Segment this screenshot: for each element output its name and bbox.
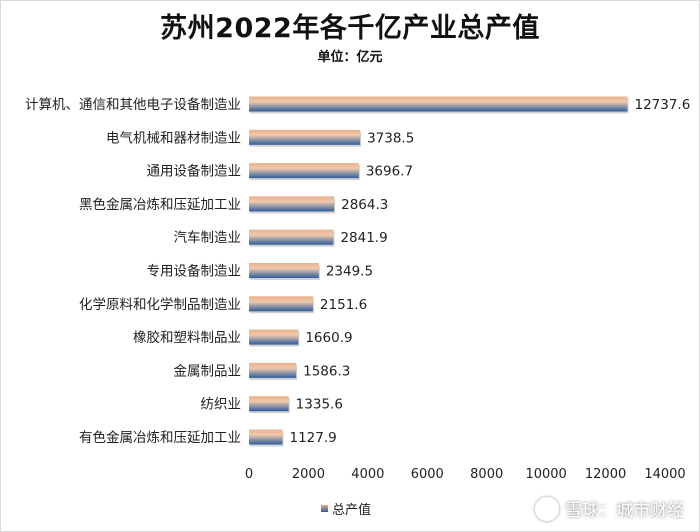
bar — [249, 196, 335, 212]
chart-title: 苏州2022年各千亿产业总产值 — [160, 13, 540, 44]
category-label: 电气机械和器材制造业 — [106, 130, 241, 146]
value-label: 3738.5 — [367, 130, 414, 146]
category-label: 通用设备制造业 — [147, 163, 242, 180]
x-tick-label: 6000 — [411, 467, 444, 482]
x-tick-label: 4000 — [351, 467, 384, 482]
category-label: 橡胶和塑料制品业 — [133, 329, 241, 346]
bar — [249, 163, 359, 179]
value-label: 3696.7 — [366, 164, 413, 180]
bar — [249, 96, 628, 112]
value-label: 2151.6 — [320, 297, 367, 313]
x-tick-label: 8000 — [470, 467, 503, 482]
x-tick-label: 14000 — [644, 467, 685, 482]
value-label: 1127.9 — [290, 430, 337, 446]
legend-label: 总产值 — [332, 503, 372, 518]
legend: 总产值 — [321, 499, 371, 518]
category-label: 金属制品业 — [174, 363, 242, 379]
snowball-icon — [535, 496, 559, 521]
chart-subtitle: 单位：亿元 — [317, 50, 383, 65]
x-tick-label: 0 — [245, 467, 253, 482]
x-tick-label: 2000 — [292, 467, 325, 482]
category-label: 计算机、通信和其他电子设备制造业 — [25, 96, 241, 113]
bar — [249, 362, 297, 378]
x-tick-label: 12000 — [585, 467, 626, 482]
bar — [249, 263, 319, 278]
value-label: 2841.9 — [340, 230, 387, 246]
value-label: 1660.9 — [305, 330, 352, 346]
value-label: 2349.5 — [326, 264, 373, 280]
category-label: 汽车制造业 — [174, 229, 242, 246]
value-label: 2864.3 — [341, 197, 388, 213]
category-label: 纺织业 — [201, 397, 242, 413]
category-label: 有色金属冶炼和压延加工业 — [79, 429, 241, 446]
watermark: 雪球：城市财经 — [535, 496, 684, 521]
watermark-text: 雪球：城市财经 — [565, 501, 684, 521]
x-tick-label: 10000 — [525, 467, 566, 482]
bar — [249, 329, 299, 345]
category-label: 专用设备制造业 — [147, 263, 242, 280]
value-label: 1335.6 — [296, 397, 343, 413]
value-label: 12737.6 — [634, 97, 690, 113]
legend-swatch — [321, 505, 328, 512]
category-label: 化学原料和化学制品制造业 — [79, 297, 241, 313]
value-label: 1586.3 — [303, 363, 350, 379]
bar — [249, 396, 289, 412]
bar — [249, 129, 361, 145]
bar — [249, 296, 313, 312]
bar — [249, 429, 283, 445]
bar — [249, 229, 334, 245]
category-label: 黑色金属冶炼和压延加工业 — [79, 196, 241, 213]
